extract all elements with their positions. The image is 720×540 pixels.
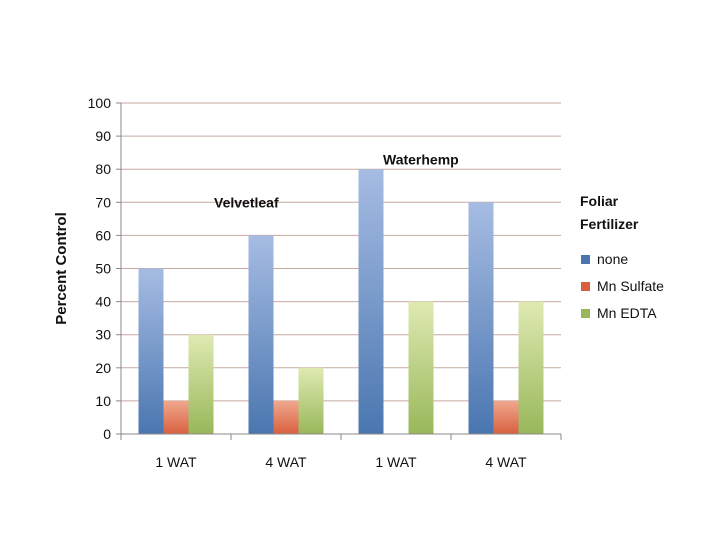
legend-label-none: none [597,251,628,267]
bar-mn-sulfate-3 [493,400,519,434]
bar-none-0 [138,268,164,434]
gridlines [121,102,561,402]
bar-mn-edta-1 [298,367,324,434]
y-tick-label-90: 90 [95,128,111,144]
y-tick-label-30: 30 [95,327,111,343]
y-tick-label-80: 80 [95,161,111,177]
legend-swatch-mn-sulfate [581,282,590,291]
legend-title-line-0: Foliar [580,193,619,209]
y-tick-label-10: 10 [95,393,111,409]
annotation-waterhemp: Waterhemp [383,151,459,167]
x-tick-label-0: 1 WAT [155,454,197,470]
y-tick-label-100: 100 [88,95,112,111]
x-tick-label-1: 4 WAT [265,454,307,470]
y-tick-label-40: 40 [95,294,111,310]
bar-none-3 [468,202,494,434]
y-axis-title: Percent Control [53,212,70,325]
axes [116,102,562,440]
legend-label-mn-edta: Mn EDTA [597,305,657,321]
y-tick-label-50: 50 [95,261,111,277]
x-tick-label-3: 4 WAT [485,454,527,470]
y-tick-label-20: 20 [95,360,111,376]
labels: 0 10 20 30 40 50 60 70 80 90 100 1 WAT 4 WAT 1 WAT 4 W… [53,95,527,470]
x-tick-label-2: 1 WAT [375,454,417,470]
bar-mn-sulfate-0 [163,400,189,434]
legend-swatch-none [581,255,590,264]
y-tick-label-0: 0 [103,426,111,442]
bar-mn-edta-0 [188,334,214,434]
bar-none-1 [248,235,274,434]
legend: Foliar Fertilizer none Mn Sulfate Mn EDTA [580,193,664,321]
bar-mn-sulfate-1 [273,400,299,434]
annotation-velvetleaf: Velvetleaf [214,194,279,210]
legend-swatch-mn-edta [581,309,590,318]
bar-mn-edta-3 [518,301,544,434]
bar-none-2 [358,169,384,434]
legend-title-line-1: Fertilizer [580,216,639,232]
y-tick-label-70: 70 [95,194,111,210]
y-tick-label-60: 60 [95,227,111,243]
bars [138,169,544,434]
legend-label-mn-sulfate: Mn Sulfate [597,278,664,294]
bar-mn-edta-2 [408,301,434,434]
